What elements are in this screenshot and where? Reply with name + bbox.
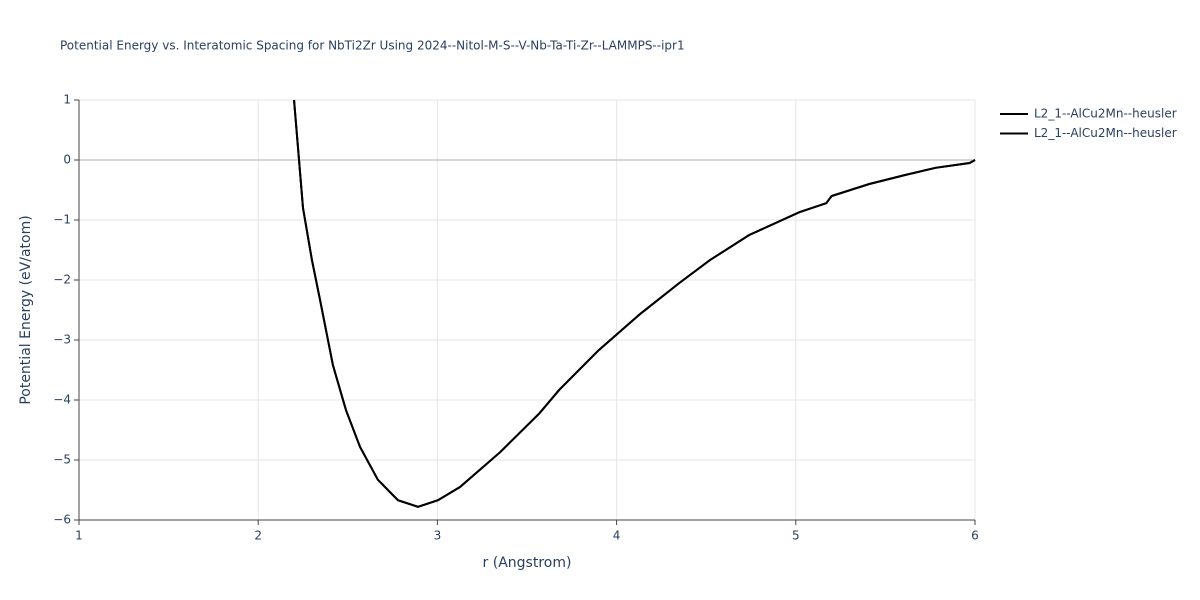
y-tick-label: −5 (53, 453, 71, 467)
x-axis-title: r (Angstrom) (483, 555, 572, 571)
series-line (293, 99, 976, 508)
y-tick-label: −4 (53, 393, 71, 407)
x-tick-label: 1 (75, 529, 83, 543)
legend-label[interactable]: L2_1--AlCu2Mn--heusler (1034, 107, 1177, 121)
x-tick-label: 3 (434, 529, 442, 543)
y-tick-label: −6 (53, 513, 71, 527)
y-tick-label: 1 (63, 93, 71, 107)
x-tick-label: 2 (254, 529, 262, 543)
y-tick-label: −3 (53, 333, 71, 347)
x-tick-label: 5 (792, 529, 800, 543)
y-tick-label: 0 (63, 153, 71, 167)
y-axis-title: Potential Energy (eV/atom) (18, 215, 34, 404)
legend-label[interactable]: L2_1--AlCu2Mn--heusler (1034, 126, 1177, 140)
y-tick-label: −2 (53, 273, 71, 287)
x-tick-label: 4 (613, 529, 621, 543)
series-line (293, 99, 976, 508)
chart-title: Potential Energy vs. Interatomic Spacing… (60, 39, 685, 53)
y-tick-label: −1 (53, 213, 71, 227)
x-tick-label: 6 (971, 529, 979, 543)
